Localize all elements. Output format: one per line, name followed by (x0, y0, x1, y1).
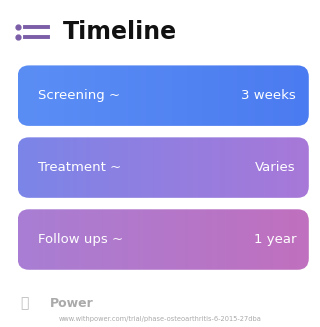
Text: Varies: Varies (255, 161, 296, 174)
Text: Timeline: Timeline (62, 20, 177, 44)
Text: Power: Power (50, 297, 93, 310)
Text: Treatment ~: Treatment ~ (38, 161, 122, 174)
Text: 3 weeks: 3 weeks (241, 89, 296, 102)
Text: ␧: ␧ (20, 296, 28, 310)
Text: 1 year: 1 year (253, 233, 296, 246)
Text: Screening ~: Screening ~ (38, 89, 121, 102)
Text: www.withpower.com/trial/phase-osteoarthritis-6-2015-27dba: www.withpower.com/trial/phase-osteoarthr… (59, 316, 261, 322)
Text: Follow ups ~: Follow ups ~ (38, 233, 124, 246)
